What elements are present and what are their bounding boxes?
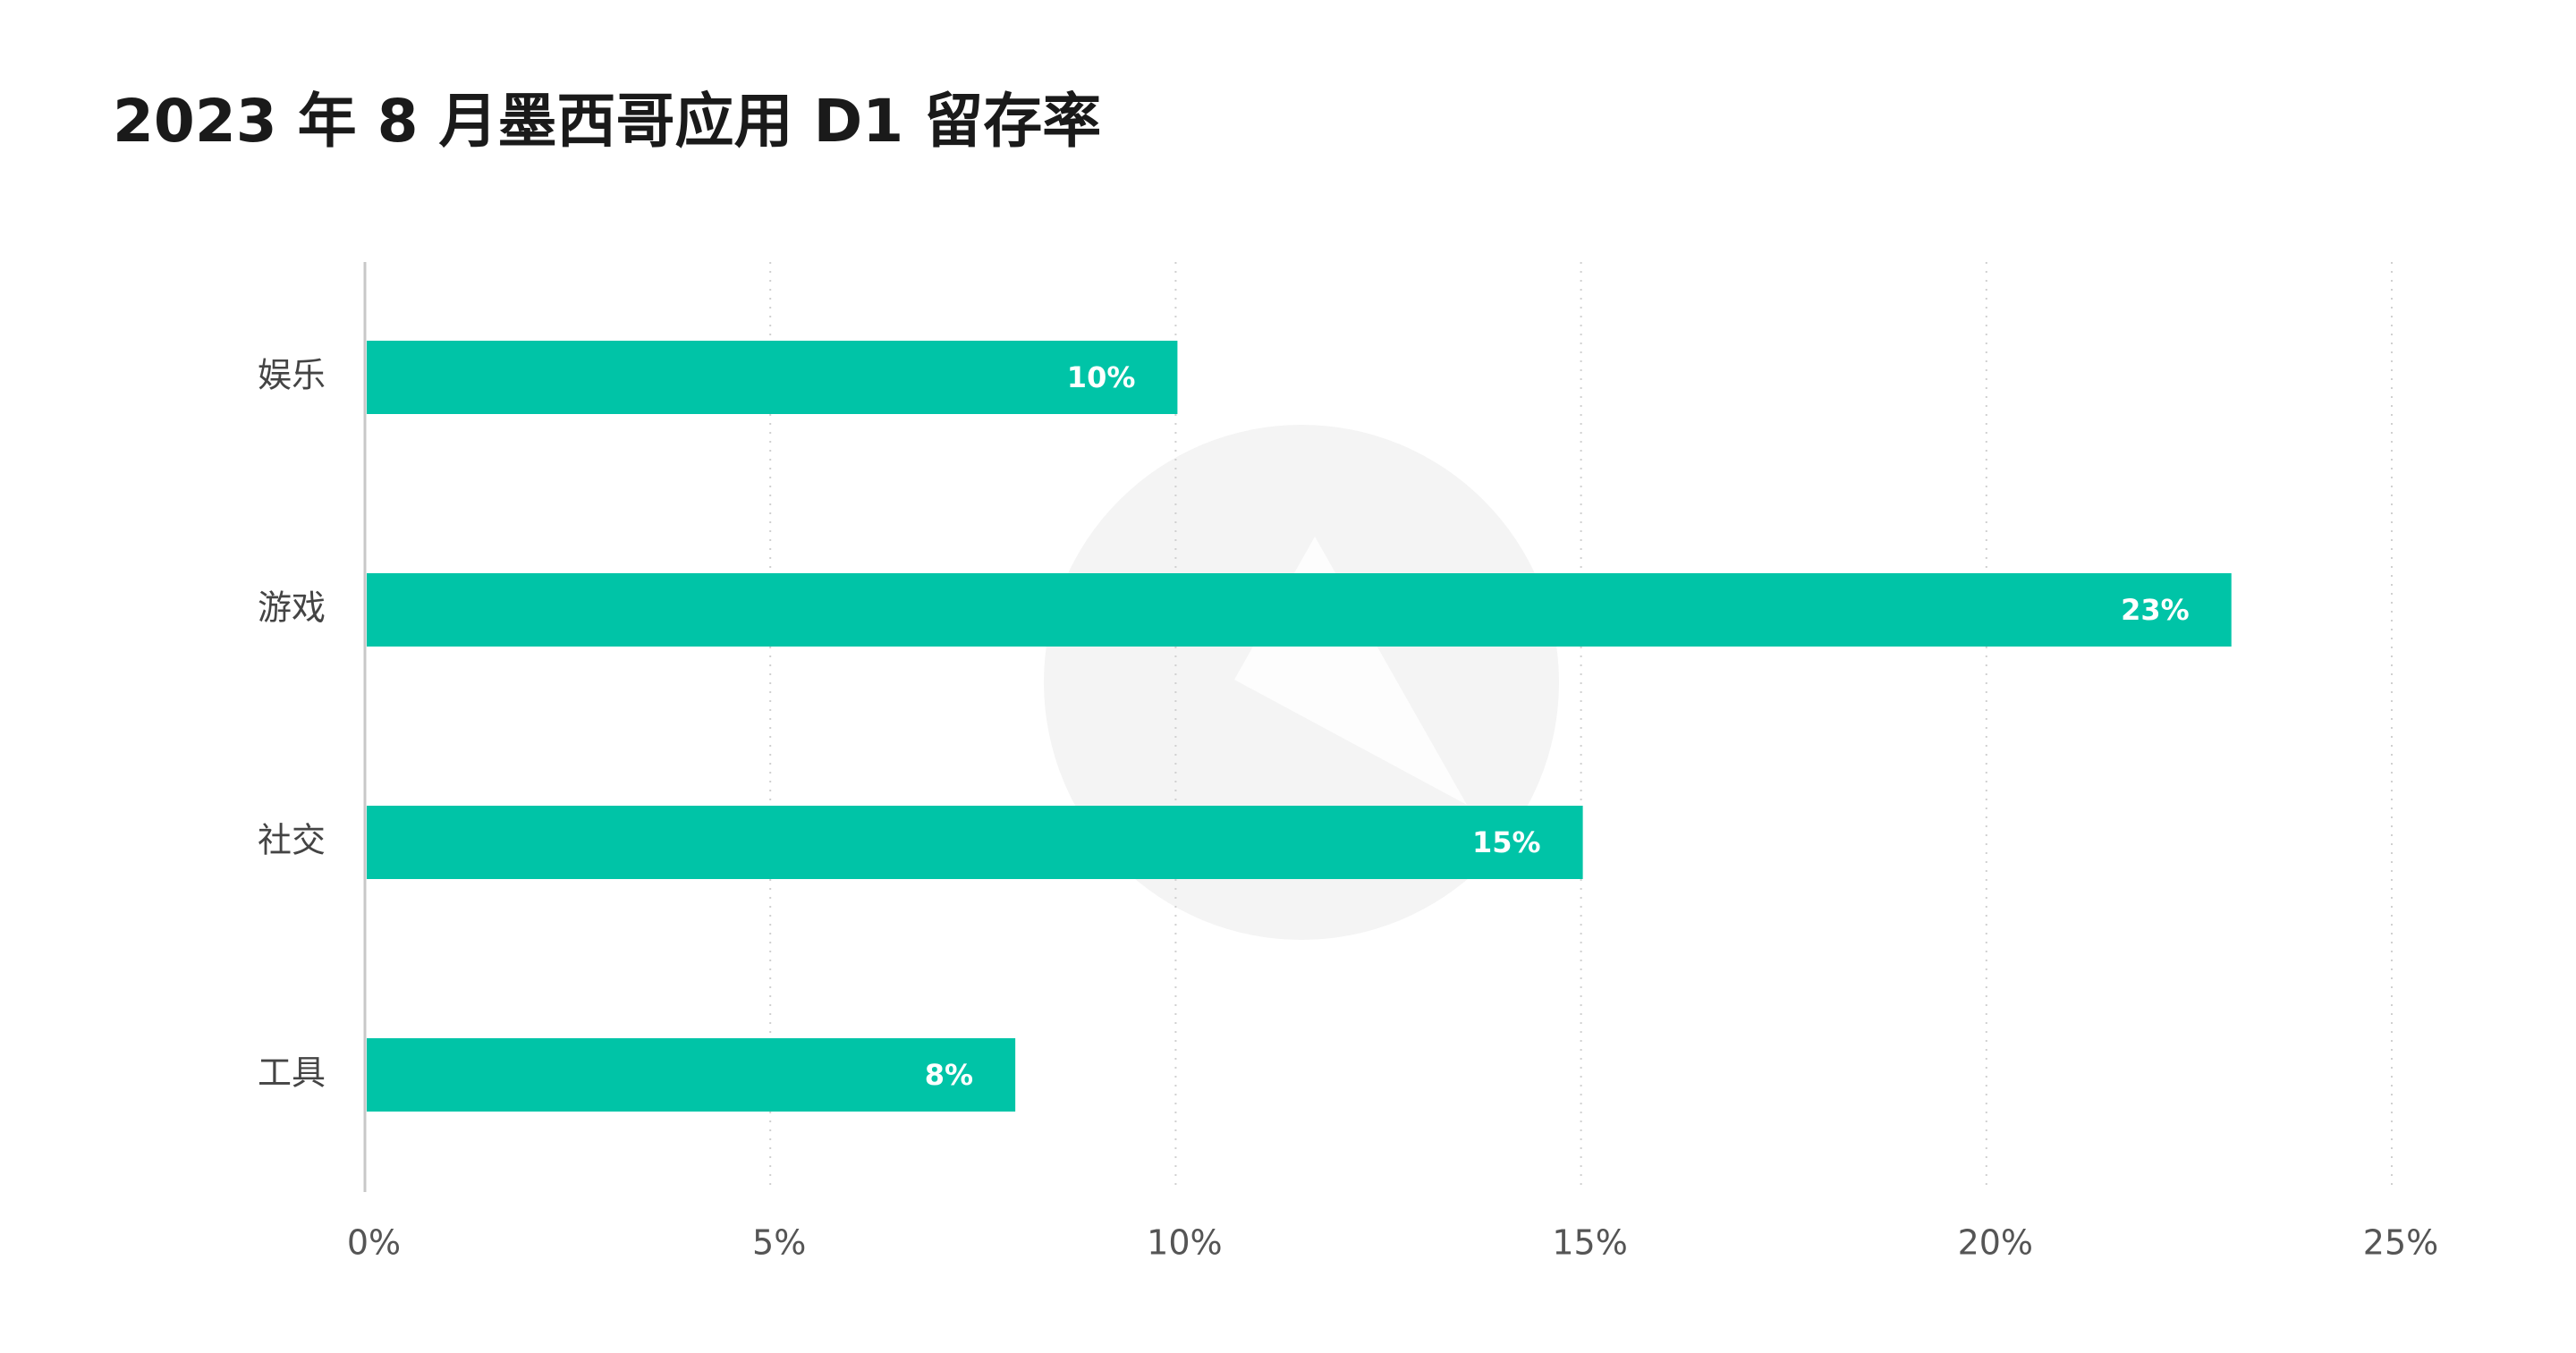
- bar: [367, 573, 2232, 647]
- chart-title: 2023 年 8 月墨西哥应用 D1 留存率: [113, 87, 1101, 156]
- x-tick-label: 5%: [752, 1223, 806, 1263]
- value-label: 10%: [1067, 360, 1136, 394]
- bar: [367, 341, 1178, 414]
- value-label: 15%: [1472, 825, 1541, 859]
- value-label: 8%: [925, 1058, 973, 1092]
- x-tick-label: 20%: [1958, 1223, 2033, 1263]
- value-label: 23%: [2121, 593, 2190, 627]
- bar: [367, 806, 1583, 879]
- y-tick-label: 社交: [258, 821, 326, 860]
- bar: [367, 1038, 1016, 1112]
- x-tick-label: 0%: [347, 1223, 401, 1263]
- x-tick-label: 15%: [1552, 1223, 1627, 1263]
- y-tick-label: 娱乐: [258, 356, 326, 395]
- x-tick-label: 10%: [1147, 1223, 1222, 1263]
- y-tick-label: 工具: [258, 1053, 326, 1093]
- y-tick-label: 游戏: [258, 588, 326, 628]
- x-tick-label: 25%: [2363, 1223, 2438, 1263]
